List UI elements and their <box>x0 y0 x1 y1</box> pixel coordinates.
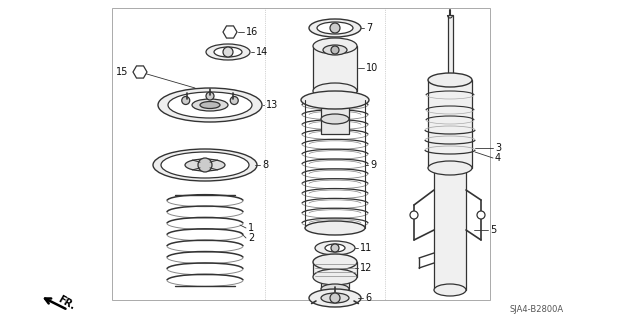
Ellipse shape <box>153 149 257 181</box>
Ellipse shape <box>309 289 361 307</box>
Ellipse shape <box>301 91 369 109</box>
Ellipse shape <box>161 152 249 178</box>
Ellipse shape <box>321 284 349 294</box>
Bar <box>321 104 349 134</box>
Bar <box>112 8 490 300</box>
Ellipse shape <box>323 45 347 55</box>
Ellipse shape <box>313 254 357 270</box>
Ellipse shape <box>198 158 212 172</box>
Text: 14: 14 <box>256 47 268 57</box>
Bar <box>313 46 357 91</box>
Ellipse shape <box>410 211 418 219</box>
Ellipse shape <box>182 97 189 105</box>
Ellipse shape <box>214 47 242 57</box>
Text: 13: 13 <box>266 100 278 110</box>
Text: FR.: FR. <box>56 294 77 312</box>
Ellipse shape <box>330 23 340 33</box>
Text: 8: 8 <box>262 160 268 170</box>
Ellipse shape <box>330 293 340 303</box>
Text: 5: 5 <box>490 225 496 235</box>
Bar <box>313 262 357 277</box>
Bar <box>434 168 466 290</box>
Ellipse shape <box>428 73 472 87</box>
Ellipse shape <box>321 293 349 303</box>
Text: SJA4-B2800A: SJA4-B2800A <box>510 306 564 315</box>
Text: 10: 10 <box>366 63 378 73</box>
Polygon shape <box>223 26 237 38</box>
Text: 12: 12 <box>360 263 372 273</box>
Text: 7: 7 <box>366 23 372 33</box>
Text: 1: 1 <box>248 223 254 233</box>
Bar <box>428 80 472 168</box>
Ellipse shape <box>317 22 353 34</box>
Ellipse shape <box>305 221 365 235</box>
Ellipse shape <box>477 211 485 219</box>
Text: 15: 15 <box>116 67 128 77</box>
Ellipse shape <box>158 88 262 122</box>
Bar <box>321 277 349 289</box>
Polygon shape <box>133 66 147 78</box>
Bar <box>447 15 452 80</box>
Ellipse shape <box>192 99 228 111</box>
Ellipse shape <box>223 47 233 57</box>
Ellipse shape <box>309 19 361 37</box>
Ellipse shape <box>206 92 214 100</box>
Ellipse shape <box>321 114 349 124</box>
Text: 16: 16 <box>246 27 259 37</box>
Ellipse shape <box>136 68 144 76</box>
Ellipse shape <box>230 97 238 105</box>
Ellipse shape <box>313 83 357 99</box>
Text: 11: 11 <box>360 243 372 253</box>
Ellipse shape <box>325 244 345 252</box>
Ellipse shape <box>428 161 472 175</box>
Ellipse shape <box>206 44 250 60</box>
Ellipse shape <box>200 101 220 108</box>
Text: 4: 4 <box>495 153 501 163</box>
Text: 3: 3 <box>495 143 501 153</box>
Ellipse shape <box>331 244 339 252</box>
Text: 9: 9 <box>370 160 376 170</box>
Ellipse shape <box>226 28 234 36</box>
Ellipse shape <box>331 46 339 54</box>
Ellipse shape <box>313 38 357 54</box>
Text: 2: 2 <box>248 233 254 243</box>
Ellipse shape <box>313 269 357 285</box>
Ellipse shape <box>434 284 466 296</box>
Text: 6: 6 <box>365 293 371 303</box>
Ellipse shape <box>185 159 225 171</box>
Ellipse shape <box>168 92 252 118</box>
Ellipse shape <box>315 241 355 255</box>
